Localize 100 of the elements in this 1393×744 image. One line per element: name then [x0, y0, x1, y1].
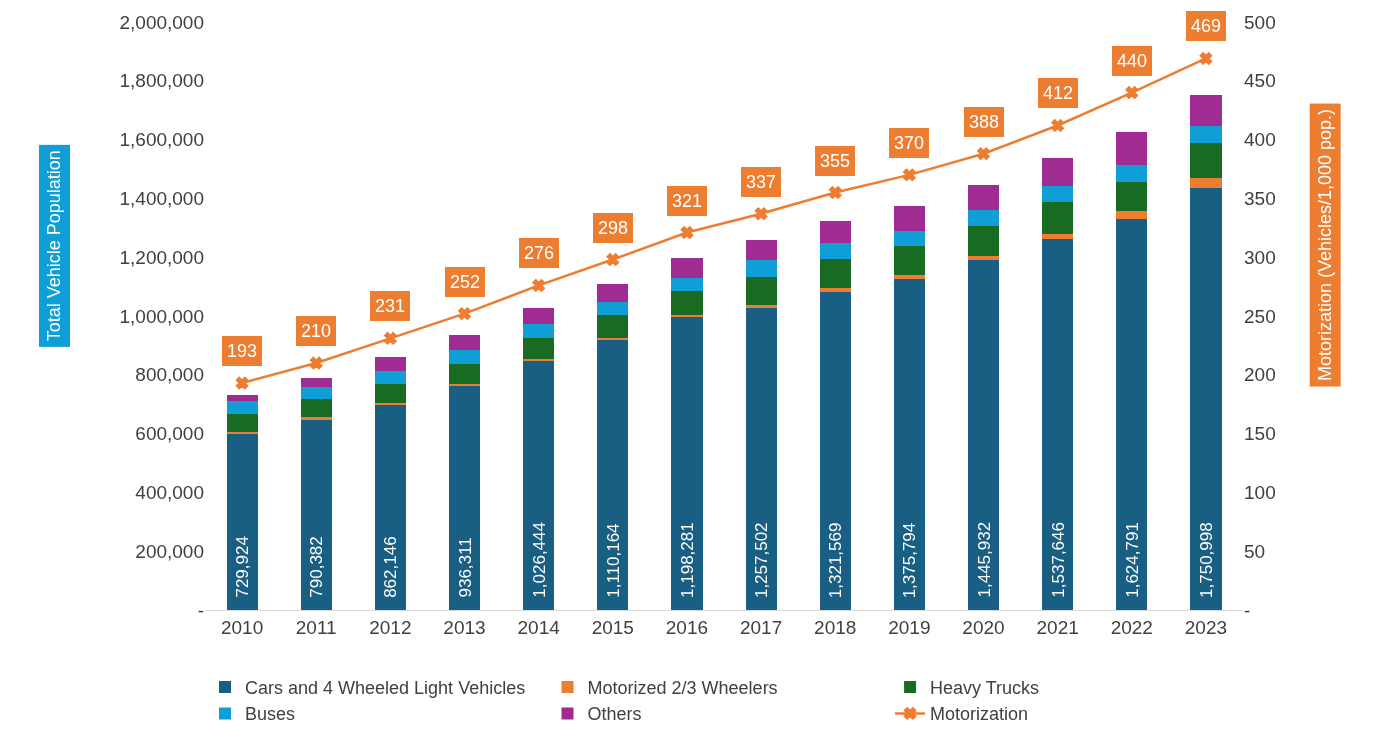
bar: [819, 221, 851, 244]
bar: [1042, 157, 1074, 186]
bar: [523, 308, 555, 325]
bar: [893, 278, 925, 610]
y-tick-label: 2,000,000: [119, 11, 204, 33]
point: [828, 186, 842, 199]
y-axis-title: Total Vehicle Population: [44, 150, 65, 342]
legend-label: Cars and 4 Wheeled Light Vehicles: [245, 678, 526, 699]
point: [902, 168, 916, 182]
x-tick-label: 2017: [739, 616, 783, 638]
bar: [671, 277, 703, 292]
bar: [671, 291, 703, 315]
bar: [967, 226, 1000, 256]
data-label: 355: [820, 151, 851, 171]
bar: [893, 246, 925, 275]
bar: [671, 316, 703, 610]
data-label: 388: [969, 112, 1000, 132]
y2-tick-label: 150: [1244, 423, 1276, 445]
point: [606, 253, 620, 266]
bar: [745, 240, 777, 261]
total-label: 729,924: [232, 536, 252, 598]
point: [309, 356, 323, 370]
bar: [448, 334, 481, 351]
data-label: 370: [894, 133, 925, 153]
y-tick-label: 800,000: [135, 364, 204, 386]
total-label: 790,382: [306, 536, 326, 598]
total-label: 1,750,998: [1196, 522, 1216, 598]
x-tick-label: 2023: [1184, 616, 1228, 638]
legend-label: Buses: [245, 704, 296, 725]
y-tick-label: -: [197, 599, 204, 621]
data-label: 193: [227, 341, 258, 361]
x-tick-label: 2015: [591, 616, 634, 638]
total-label: 1,445,932: [974, 521, 994, 598]
data-label: 412: [1043, 83, 1074, 103]
y2-tick-label: 200: [1244, 364, 1276, 386]
bar: [523, 324, 555, 339]
bar: [967, 184, 1000, 210]
point: [977, 147, 990, 161]
bar: [523, 360, 555, 610]
bar: [1190, 125, 1222, 143]
bar: [1042, 185, 1074, 202]
legend-label: Others: [587, 704, 642, 725]
legend-label: Motorized 2/3 Wheelers: [587, 678, 778, 699]
total-label: 862,146: [380, 536, 400, 598]
bar: [374, 356, 406, 371]
y-tick-label: 400,000: [135, 482, 204, 504]
total-label: 1,375,794: [900, 522, 920, 599]
bar: [448, 385, 481, 610]
bar: [523, 338, 555, 359]
x-tick-label: 2012: [369, 616, 412, 638]
bar: [300, 398, 332, 418]
data-label: 321: [672, 191, 703, 211]
bar: [745, 260, 777, 277]
bar: [226, 401, 258, 415]
x-tick-label: 2022: [1110, 616, 1153, 638]
data-label: 298: [598, 218, 629, 238]
y-tick-label: 200,000: [135, 540, 204, 562]
x-tick-label: 2018: [814, 616, 857, 638]
bar: [1190, 95, 1222, 126]
y-tick-label: 1,000,000: [119, 305, 204, 327]
data-label: 440: [1117, 51, 1148, 71]
y-tick-label: 1,800,000: [119, 70, 204, 92]
bar: [1042, 238, 1074, 610]
point: [680, 226, 694, 239]
bar: [819, 258, 851, 289]
bar: [745, 276, 777, 306]
x-tick-label: 2020: [962, 616, 1005, 638]
total-label: 1,026,444: [529, 522, 549, 598]
bar: [819, 291, 851, 610]
y2-tick-label: -: [1244, 599, 1251, 621]
point: [754, 207, 768, 221]
bar: [300, 419, 332, 610]
bar: [967, 255, 1000, 261]
x-tick-label: 2013: [443, 616, 486, 638]
bar: [967, 260, 1000, 610]
bar: [597, 315, 629, 339]
total-label: 936,311: [455, 537, 475, 598]
bar: [745, 305, 777, 309]
total-label: 1,198,281: [677, 522, 697, 598]
bar: [448, 363, 481, 385]
bar: [1116, 164, 1148, 182]
y2-tick-label: 350: [1244, 188, 1276, 210]
point: [1199, 52, 1213, 65]
bar: [597, 301, 629, 316]
bar: [893, 230, 925, 247]
bar: [1116, 211, 1148, 219]
bar: [1190, 177, 1222, 188]
bar: [597, 283, 629, 302]
bar: [1042, 233, 1074, 239]
bar: [893, 205, 925, 231]
x-tick-label: 2010: [220, 616, 264, 638]
y2-tick-label: 300: [1244, 246, 1276, 268]
bar: [374, 384, 406, 403]
bar: [1190, 142, 1222, 178]
legend-label: Motorization: [930, 704, 1029, 725]
y2-tick-label: 100: [1244, 482, 1276, 504]
bar: [819, 243, 851, 259]
data-label: 252: [450, 272, 481, 292]
total-label: 1,537,646: [1048, 522, 1068, 598]
bar: [226, 395, 258, 402]
